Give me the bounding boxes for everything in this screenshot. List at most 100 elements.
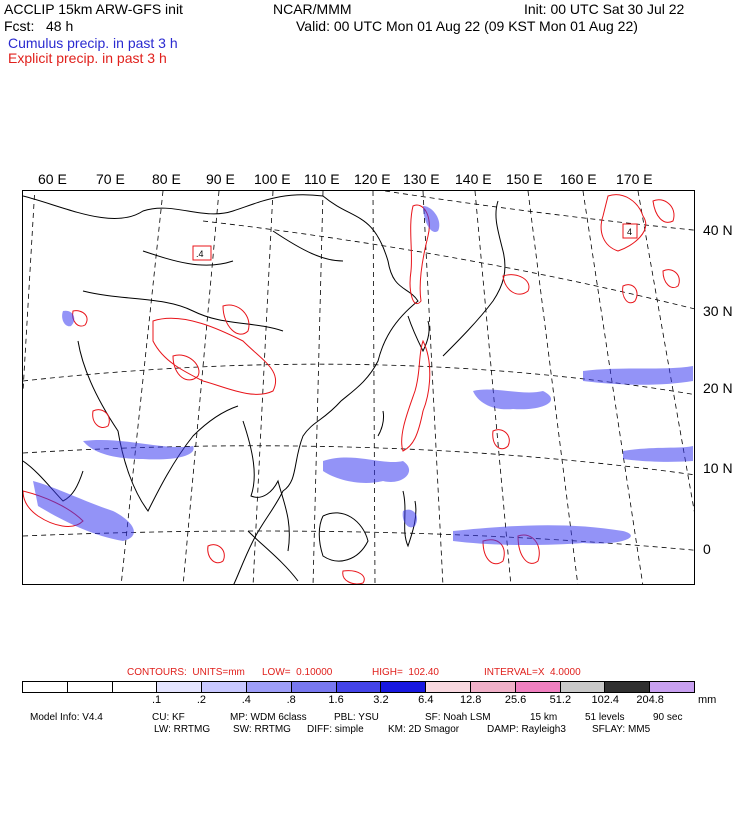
indochina-outline — [242, 420, 290, 552]
precip-cell — [402, 509, 418, 528]
india-outline — [77, 340, 239, 512]
precip-cell — [652, 199, 675, 223]
precip-cell — [83, 439, 194, 460]
color-bar-swatch — [67, 682, 113, 692]
precip-cell — [492, 429, 510, 450]
lat-label: 0 — [703, 541, 711, 557]
color-bar-swatch — [560, 682, 606, 692]
color-bar-swatch — [515, 682, 561, 692]
lon-line-130 — [422, 191, 444, 584]
precip-cell — [92, 409, 110, 428]
lon-label: 110 E — [304, 171, 340, 187]
model-info-item: CU: KF — [152, 712, 185, 723]
precip-cell — [342, 570, 365, 584]
precip-cell — [62, 310, 75, 327]
contour-high: HIGH= 102.40 — [372, 667, 439, 678]
lon-line-170 — [637, 191, 694, 512]
lat-line-30 — [202, 220, 694, 310]
lon-line-90 — [182, 191, 220, 584]
precip-cell — [502, 274, 530, 295]
color-bar-tick: 6.4 — [418, 694, 434, 706]
precip-cell — [222, 304, 250, 335]
color-bar-tick: .4 — [241, 694, 251, 706]
lon-line-60 — [23, 191, 36, 392]
model-info-item: SW: RRTMG — [233, 724, 291, 735]
box-label-left: .4 — [192, 245, 212, 261]
precip-cell — [423, 206, 440, 232]
color-bar-tick: .1 — [152, 694, 162, 706]
model-info-item: LW: RRTMG — [154, 724, 211, 735]
precip-cell — [323, 457, 410, 483]
model-title: ACCLIP 15km ARW-GFS init — [4, 1, 183, 17]
color-bar-tick: 51.2 — [549, 694, 572, 706]
lat-label: 20 N — [703, 380, 733, 396]
contour-units: CONTOURS: UNITS=mm — [127, 667, 245, 678]
precip-cell — [207, 544, 225, 564]
contour-info: CONTOURS: UNITS=mm LOW= 0.10000 HIGH= 10… — [0, 667, 581, 722]
precip-cell — [72, 310, 88, 327]
valid-time: Valid: 00 UTC Mon 01 Aug 22 (09 KST Mon … — [296, 18, 638, 34]
korea-outline — [407, 315, 430, 353]
precip-cell — [453, 525, 631, 546]
model-info-line1: Model Info: V4.4 CU: KF MP: WDM 6class P… — [0, 712, 740, 724]
coastlines — [23, 194, 506, 584]
color-bar-swatch — [605, 682, 651, 692]
color-bar-swatch — [202, 682, 247, 692]
precip-map: .4 4 — [22, 190, 695, 585]
color-bar-tick: 204.8 — [636, 694, 664, 706]
lon-line-140 — [474, 191, 512, 584]
lon-line-120 — [372, 191, 376, 584]
precip-cell — [623, 446, 693, 462]
precip-cell — [172, 354, 200, 381]
japan-outline — [442, 200, 506, 357]
color-bar-swatch — [291, 682, 337, 692]
model-info-item: DAMP: Rayleigh3 — [487, 724, 566, 735]
precip-cell — [152, 317, 277, 395]
model-info-item: PBL: YSU — [334, 712, 379, 723]
model-info-item: 90 sec — [653, 712, 683, 723]
precip-cell — [600, 194, 646, 252]
lon-line-80 — [120, 191, 164, 584]
lon-label: 80 E — [152, 171, 181, 187]
color-bar — [22, 681, 695, 693]
lon-line-150 — [527, 191, 579, 584]
lat-label: 40 N — [703, 222, 733, 238]
model-info-item: SFLAY: MM5 — [592, 724, 651, 735]
color-bar-swatch — [381, 682, 427, 692]
color-bar-tick: 102.4 — [591, 694, 620, 706]
borders — [82, 230, 344, 332]
contour-low: LOW= 0.10000 — [262, 667, 333, 678]
model-info-item: KM: 2D Smagor — [388, 724, 460, 735]
color-bar-unit: mm — [698, 694, 717, 706]
init-time: Init: 00 UTC Sat 30 Jul 22 — [524, 1, 685, 17]
model-info-item: DIFF: simple — [307, 724, 364, 735]
model-info-line2: LW: RRTMG SW: RRTMG DIFF: simple KM: 2D … — [0, 724, 740, 736]
color-bar-tick: 1.6 — [328, 694, 344, 706]
color-bar-swatch — [650, 682, 694, 692]
sumatra-outline — [247, 530, 299, 582]
taiwan-outline — [377, 410, 384, 437]
color-bar-swatch — [246, 682, 292, 692]
lon-label: 140 E — [455, 171, 492, 187]
color-bar-tick: .8 — [286, 694, 296, 706]
color-bar-swatch — [157, 682, 203, 692]
cumulus-legend: Cumulus precip. in past 3 h — [8, 35, 178, 51]
borneo-outline — [318, 512, 369, 562]
org-label: NCAR/MMM — [273, 1, 352, 17]
cumulus-precip — [33, 206, 693, 546]
precip-cell — [622, 284, 638, 304]
color-bar-tick: 12.8 — [459, 694, 482, 706]
precip-cell — [473, 389, 552, 410]
precip-cell — [583, 366, 693, 385]
map-canvas: .4 4 — [23, 191, 694, 584]
lon-label: 150 E — [506, 171, 543, 187]
precip-cell — [401, 339, 431, 452]
color-bar-tick: .2 — [196, 694, 207, 706]
lon-line-110 — [312, 191, 324, 584]
lon-label: 120 E — [354, 171, 391, 187]
box-label-text: 4 — [627, 227, 632, 237]
model-info-item: 15 km — [530, 712, 558, 723]
lon-label: 60 E — [38, 171, 67, 187]
lon-label: 160 E — [560, 171, 597, 187]
color-bar-swatch — [336, 682, 382, 692]
